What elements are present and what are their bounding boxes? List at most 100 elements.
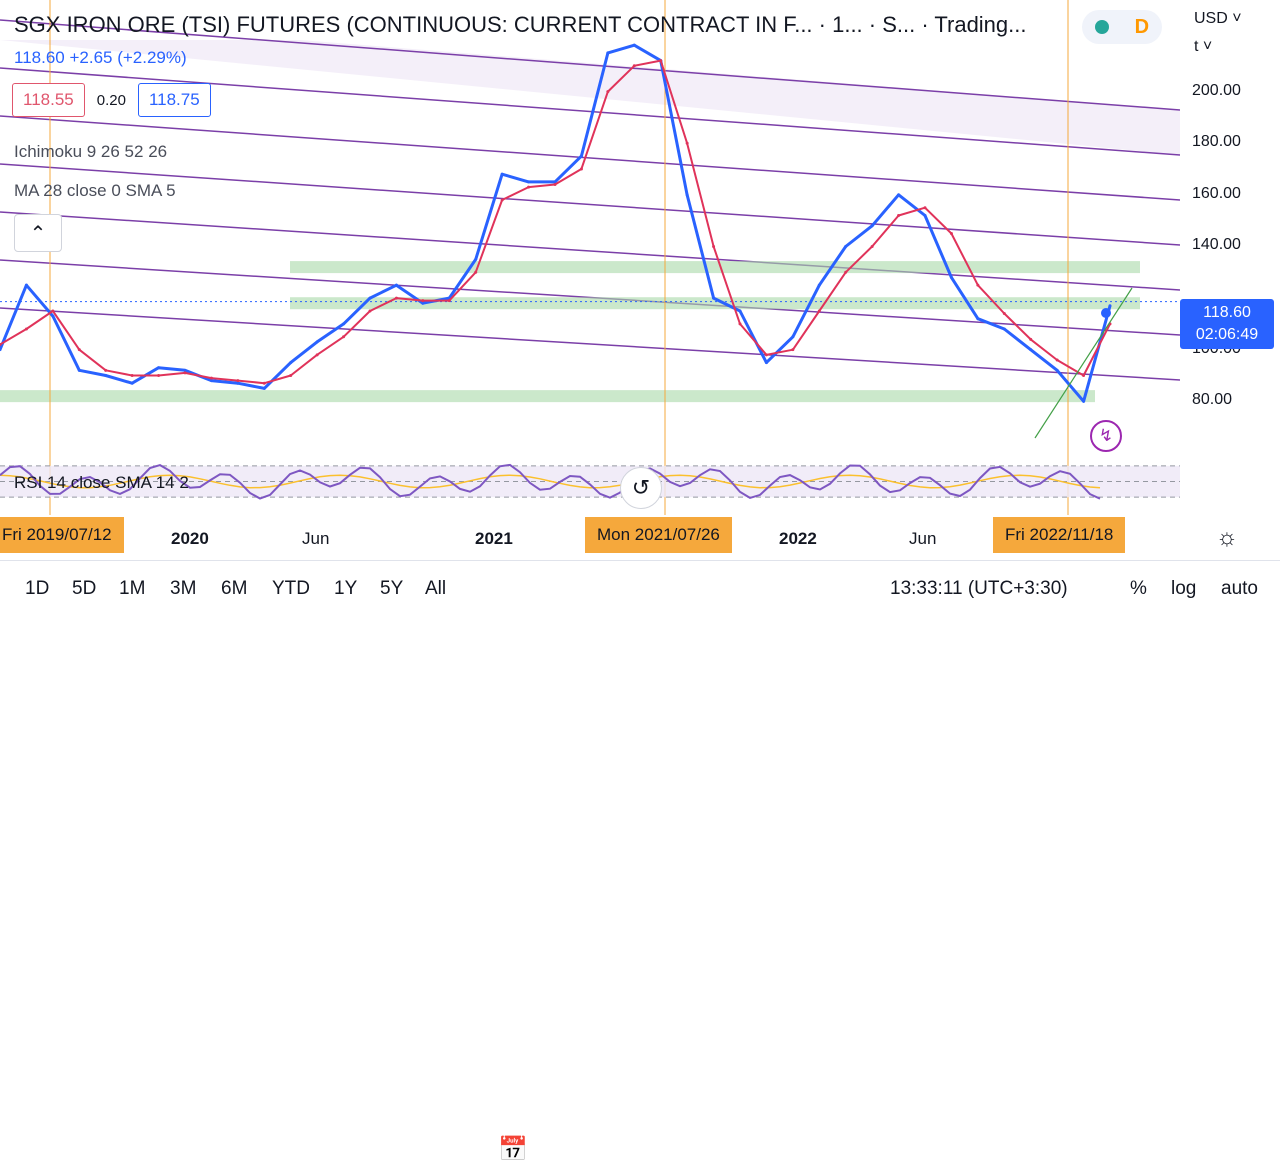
price-point bbox=[289, 361, 293, 365]
unit-select[interactable]: t ˅ bbox=[1194, 38, 1213, 55]
ma-point bbox=[527, 185, 531, 189]
price-point bbox=[553, 180, 557, 184]
period-6m[interactable]: 6M bbox=[221, 578, 248, 599]
log-toggle[interactable]: log bbox=[1171, 578, 1197, 599]
period-1d[interactable]: 1D bbox=[25, 578, 50, 599]
price-point bbox=[923, 213, 927, 217]
timezone-clock[interactable]: 13:33:11 (UTC+3:30) bbox=[890, 578, 1068, 599]
price-point bbox=[0, 348, 2, 352]
collapse-legend-button[interactable]: ⌃ bbox=[14, 214, 62, 252]
price-point bbox=[527, 180, 531, 184]
time-label-jun-2022: Jun bbox=[909, 529, 937, 548]
time-label-2022: 2022 bbox=[779, 529, 817, 548]
ma-point bbox=[606, 90, 610, 94]
channel-band-shade bbox=[0, 40, 1180, 155]
period-1y[interactable]: 1Y bbox=[334, 578, 358, 599]
spread-value: 0.20 bbox=[96, 91, 126, 109]
ma-point bbox=[24, 327, 28, 331]
lightning-icon[interactable]: ↯ bbox=[1090, 420, 1122, 452]
ma-point bbox=[368, 309, 372, 313]
price-point bbox=[421, 301, 425, 305]
bid-price[interactable]: 118.55 bbox=[12, 83, 85, 117]
ma-point bbox=[632, 64, 636, 68]
channel-line bbox=[0, 307, 1180, 381]
channel-line bbox=[0, 163, 1180, 246]
trend-line bbox=[1034, 287, 1133, 439]
price-point bbox=[394, 283, 398, 287]
price-tick-label: 80.00 bbox=[1192, 391, 1233, 409]
rsi-line bbox=[0, 463, 1101, 500]
period-3m[interactable]: 3M bbox=[170, 578, 197, 599]
ma-point bbox=[1082, 373, 1086, 377]
price-point bbox=[817, 283, 821, 287]
ma-point bbox=[209, 376, 213, 380]
price-point bbox=[209, 379, 213, 383]
market-open-icon bbox=[1094, 20, 1109, 34]
period-all[interactable]: All bbox=[425, 578, 447, 599]
ma-point bbox=[0, 343, 2, 347]
replay-icon[interactable]: ↺ bbox=[620, 467, 662, 509]
ask-price[interactable]: 118.75 bbox=[137, 83, 211, 117]
bar-countdown: 02:06:49 bbox=[1195, 326, 1259, 343]
delayed-data-icon: D bbox=[1134, 15, 1150, 38]
price-point bbox=[342, 322, 346, 326]
channel-line bbox=[0, 67, 1180, 156]
price-point bbox=[1002, 327, 1006, 331]
ma-point bbox=[685, 141, 689, 145]
channel-line bbox=[0, 19, 1180, 111]
ma-point bbox=[500, 198, 504, 202]
ma-point bbox=[236, 379, 240, 383]
period-5y[interactable]: 5Y bbox=[380, 578, 404, 599]
price-point bbox=[764, 361, 768, 365]
chart-canvas[interactable] bbox=[0, 0, 1180, 556]
ma-point bbox=[1055, 358, 1059, 362]
ma-point bbox=[553, 183, 557, 187]
period-1m[interactable]: 1M bbox=[119, 578, 146, 599]
rsi-ma-line bbox=[0, 474, 1101, 489]
ma-point bbox=[51, 309, 55, 313]
period-5d[interactable]: 5D bbox=[72, 578, 97, 599]
ma-point bbox=[1002, 312, 1006, 316]
auto-toggle[interactable]: auto bbox=[1221, 578, 1258, 599]
ma-point bbox=[738, 322, 742, 326]
support-zone bbox=[0, 390, 1095, 403]
calendar-range-icon[interactable]: 📅 bbox=[498, 1136, 528, 1163]
price-point bbox=[949, 275, 953, 279]
ma-point bbox=[1029, 337, 1033, 341]
time-label-2020: 2020 bbox=[171, 529, 209, 548]
price-tick-label: 200.00 bbox=[1192, 81, 1241, 99]
current-price-label: 118.60 02:06:49 bbox=[1180, 299, 1274, 349]
chart-title: SGX IRON ORE (TSI) FUTURES (CONTINUOUS: … bbox=[14, 12, 1027, 37]
price-point bbox=[791, 335, 795, 339]
bid-ask-panel: 118.55 0.20 118.75 bbox=[12, 83, 211, 117]
price-change: 118.60 +2.65 (+2.29%) bbox=[14, 48, 187, 67]
rsi-legend[interactable]: RSI 14 close SMA 14 2 bbox=[14, 473, 189, 492]
price-tick-label: 160.00 bbox=[1192, 184, 1241, 202]
ma-point bbox=[817, 309, 821, 313]
ma-point bbox=[474, 270, 478, 274]
ma-point bbox=[447, 299, 451, 303]
ma-point bbox=[712, 244, 716, 248]
settings-icon[interactable]: ☼ bbox=[1216, 524, 1238, 551]
price-point bbox=[104, 373, 108, 377]
price-point bbox=[632, 43, 636, 47]
time-label-jun-2020: Jun bbox=[302, 529, 330, 548]
ma-point bbox=[130, 373, 134, 377]
ma-point bbox=[579, 167, 583, 171]
ma-point bbox=[764, 353, 768, 357]
price-tick-label: 140.00 bbox=[1192, 236, 1241, 254]
price-point bbox=[51, 314, 55, 318]
period-ytd[interactable]: YTD bbox=[272, 578, 310, 599]
currency-select[interactable]: USD ˅ bbox=[1194, 10, 1242, 27]
ma-legend[interactable]: MA 28 close 0 SMA 5 bbox=[14, 181, 176, 200]
price-point bbox=[897, 193, 901, 197]
ma-point bbox=[394, 296, 398, 300]
percent-toggle[interactable]: % bbox=[1130, 578, 1147, 599]
ma-point bbox=[77, 348, 81, 352]
market-status-badge[interactable]: D bbox=[1082, 10, 1162, 44]
price-point bbox=[183, 368, 187, 372]
support-zone bbox=[290, 297, 1140, 310]
ma-point bbox=[844, 270, 848, 274]
ichimoku-legend[interactable]: Ichimoku 9 26 52 26 bbox=[14, 142, 168, 161]
time-marker-1: Fri 2019/07/12 bbox=[0, 517, 124, 553]
